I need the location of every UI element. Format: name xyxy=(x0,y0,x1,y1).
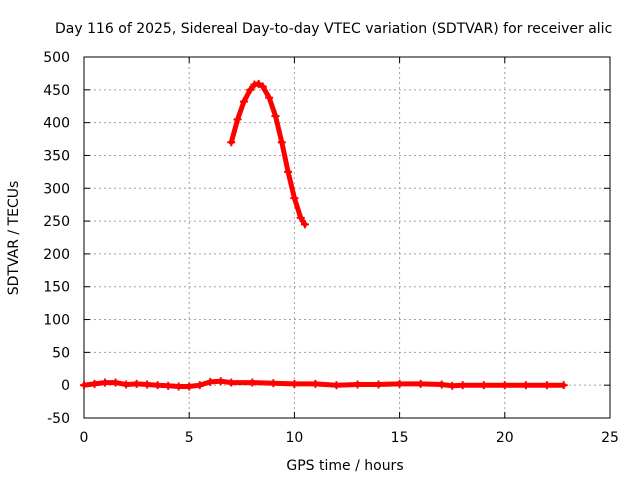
x-tick-label: 15 xyxy=(391,430,409,446)
y-tick-label: 0 xyxy=(61,378,70,394)
y-tick-label: -50 xyxy=(47,411,70,427)
data-point xyxy=(521,381,530,390)
y-tick-label: 200 xyxy=(43,247,70,263)
data-point xyxy=(206,377,215,386)
data-point xyxy=(111,378,120,387)
data-point xyxy=(395,379,404,388)
data-point xyxy=(254,79,263,88)
data-point xyxy=(448,381,457,390)
data-point xyxy=(311,379,320,388)
x-tick-label: 0 xyxy=(80,430,89,446)
data-point xyxy=(258,82,267,91)
axis-ticks: -50 0 50 100 150 200 250 300 350 400 450 500 0 5 10 15 2… xyxy=(43,50,619,446)
data-point xyxy=(153,381,162,390)
x-tick-label: 20 xyxy=(496,430,514,446)
y-tick-label: 450 xyxy=(43,83,70,99)
series-line-peak xyxy=(228,81,308,227)
data-point xyxy=(132,379,141,388)
data-point xyxy=(458,381,467,390)
data-point xyxy=(195,381,204,390)
data-point xyxy=(416,379,425,388)
data-point xyxy=(479,381,488,390)
data-point xyxy=(122,380,131,389)
chart-title: Day 116 of 2025, Sidereal Day-to-day VTE… xyxy=(55,21,612,37)
x-tick-label: 10 xyxy=(285,430,303,446)
data-point xyxy=(296,213,305,222)
series xyxy=(80,79,568,391)
x-axis-title: GPS time / hours xyxy=(286,458,403,474)
data-point xyxy=(374,380,383,389)
data-point xyxy=(248,378,257,387)
data-point xyxy=(227,138,236,147)
data-point xyxy=(233,115,242,124)
y-tick-label: 350 xyxy=(43,148,70,164)
x-tick-label: 5 xyxy=(185,430,194,446)
plot-frame xyxy=(83,56,611,419)
data-point xyxy=(277,138,286,147)
data-point xyxy=(437,380,446,389)
data-point xyxy=(332,381,341,390)
data-point xyxy=(227,378,236,387)
data-point xyxy=(90,379,99,388)
data-point xyxy=(164,381,173,390)
y-tick-label: 50 xyxy=(52,345,70,361)
data-point xyxy=(353,380,362,389)
data-point xyxy=(246,85,255,94)
data-point xyxy=(271,112,280,121)
data-point xyxy=(80,381,88,390)
data-point xyxy=(265,93,274,102)
data-point xyxy=(174,382,183,391)
y-tick-label: 400 xyxy=(43,116,70,132)
data-point xyxy=(284,167,293,176)
data-point xyxy=(559,381,568,390)
data-point xyxy=(300,220,309,229)
data-point xyxy=(542,381,551,390)
data-point xyxy=(290,379,299,388)
grid xyxy=(84,57,610,418)
x-tick-label: 25 xyxy=(601,430,619,446)
data-point xyxy=(185,382,194,391)
data-point xyxy=(216,377,225,386)
y-tick-label: 250 xyxy=(43,214,70,230)
data-point xyxy=(290,194,299,203)
data-point xyxy=(239,97,248,106)
y-tick-label: 100 xyxy=(43,313,70,329)
y-axis-title: SDTVAR / TECUs xyxy=(6,181,22,296)
y-tick-label: 500 xyxy=(43,50,70,66)
y-tick-label: 150 xyxy=(43,280,70,296)
data-point xyxy=(500,381,509,390)
data-point xyxy=(101,378,110,387)
data-point xyxy=(269,379,278,388)
data-point xyxy=(143,380,152,389)
y-tick-label: 300 xyxy=(43,181,70,197)
